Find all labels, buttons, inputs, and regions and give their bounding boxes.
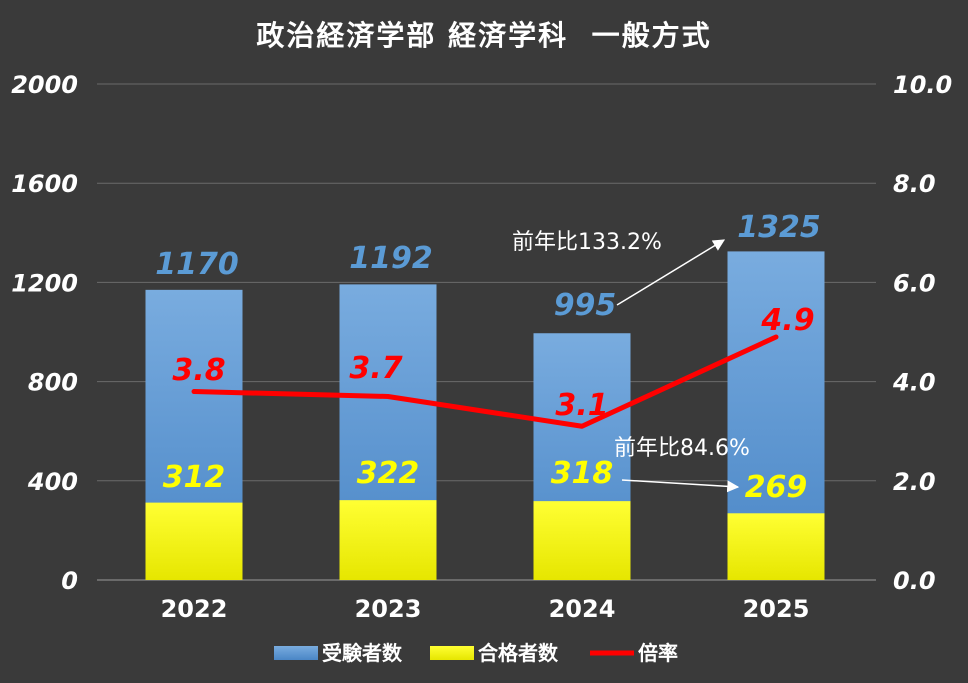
bar-passed bbox=[533, 501, 631, 580]
label-applicants: 995 bbox=[554, 288, 617, 323]
label-applicants: 1170 bbox=[155, 247, 239, 282]
y-right-tick: 0.0 bbox=[893, 567, 936, 595]
ratio-line bbox=[191, 334, 779, 429]
x-tick: 2025 bbox=[743, 595, 810, 623]
y-right-tick: 8.0 bbox=[893, 170, 936, 198]
y-right-tick: 6.0 bbox=[893, 269, 936, 297]
x-tick: 2022 bbox=[161, 595, 228, 623]
label-passed: 269 bbox=[745, 470, 808, 505]
y-left-tick: 400 bbox=[27, 468, 78, 496]
label-ratio: 3.7 bbox=[349, 351, 402, 386]
y-right-tick: 2.0 bbox=[893, 468, 936, 496]
y-left-tick: 800 bbox=[28, 369, 78, 397]
annotation-passed: 前年比84.6% bbox=[614, 436, 750, 461]
label-passed: 322 bbox=[357, 456, 420, 491]
y-right-tick: 10.0 bbox=[893, 71, 952, 99]
legend-swatch bbox=[430, 646, 474, 660]
annotation-arrow bbox=[616, 239, 726, 306]
legend-label: 倍率 bbox=[638, 641, 678, 665]
y-left-tick: 2000 bbox=[11, 71, 78, 99]
label-applicants: 1325 bbox=[737, 210, 821, 245]
bar-passed bbox=[339, 500, 437, 580]
label-ratio: 3.1 bbox=[555, 388, 608, 423]
bar-passed bbox=[145, 502, 243, 580]
y-right-tick: 4.0 bbox=[892, 369, 936, 397]
y-left-tick: 1600 bbox=[11, 170, 78, 198]
y-left-tick: 0 bbox=[61, 567, 78, 595]
chart-title: 政治経済学部 経済学科 一般方式 bbox=[256, 19, 712, 52]
label-passed: 318 bbox=[551, 456, 614, 491]
x-tick: 2023 bbox=[355, 595, 422, 623]
label-applicants: 1192 bbox=[349, 241, 433, 276]
label-passed: 312 bbox=[163, 460, 226, 495]
y-left-tick: 1200 bbox=[11, 269, 78, 297]
legend-swatch bbox=[274, 646, 318, 660]
label-ratio: 4.9 bbox=[760, 303, 814, 338]
label-ratio: 3.8 bbox=[172, 353, 225, 388]
legend-label: 受験者数 bbox=[322, 641, 403, 665]
annotation-applicants: 前年比133.2% bbox=[512, 230, 662, 255]
bar-passed bbox=[727, 513, 825, 580]
legend-label: 合格者数 bbox=[478, 641, 559, 665]
annotation-arrow bbox=[621, 479, 740, 493]
x-tick: 2024 bbox=[549, 595, 616, 623]
